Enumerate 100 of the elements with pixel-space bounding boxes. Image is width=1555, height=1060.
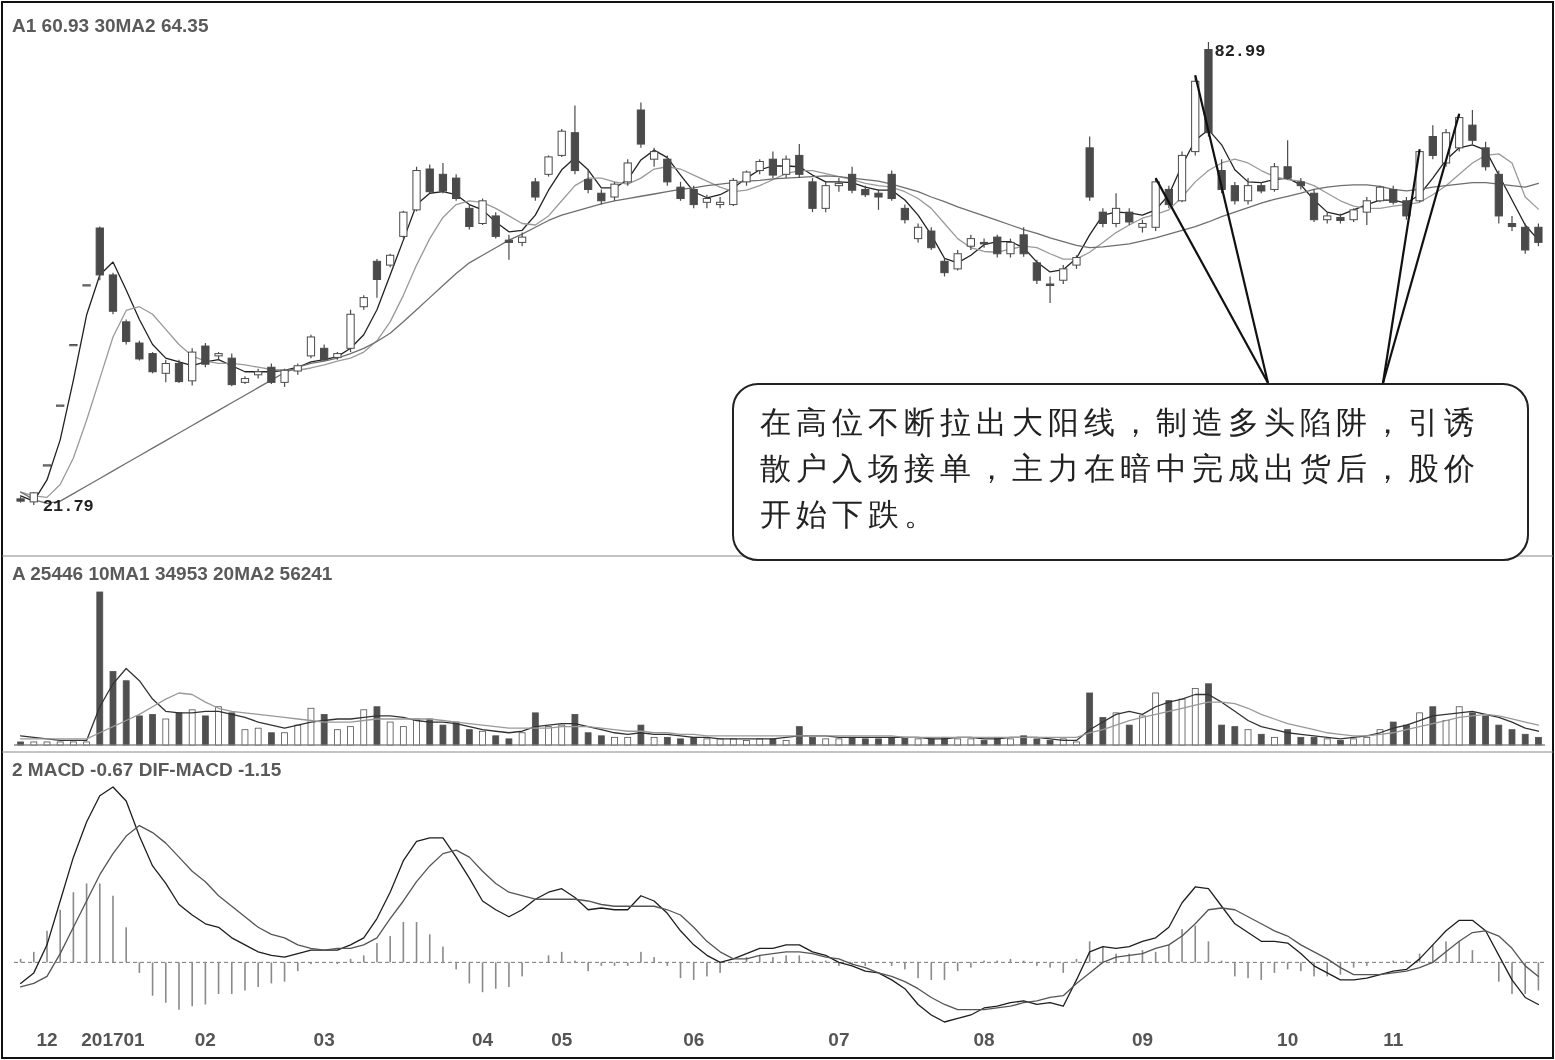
chart-title: A 25446 10MA1 34953 20MA2 56241 [12, 563, 333, 584]
bar [162, 718, 170, 746]
candlestick [452, 173, 461, 202]
bar [122, 680, 130, 746]
candlestick [663, 154, 672, 187]
bar [531, 712, 539, 746]
bar [677, 738, 684, 746]
bar [505, 738, 513, 746]
candlestick [1507, 215, 1517, 232]
candlestick [1006, 238, 1015, 259]
bar [136, 715, 143, 746]
bar [1125, 724, 1133, 746]
candlestick [768, 151, 778, 179]
bar [202, 715, 209, 746]
candlestick [913, 222, 923, 244]
candlestick [623, 158, 632, 187]
bar [835, 738, 843, 746]
candlestick [1402, 196, 1411, 221]
bar [175, 712, 183, 746]
x-tick-label: 09 [1131, 1029, 1154, 1050]
x-tick-label: 02 [194, 1029, 216, 1050]
bar [320, 714, 328, 746]
bar [1033, 738, 1041, 746]
bar [43, 741, 51, 746]
bar [571, 714, 579, 746]
bar [1469, 712, 1476, 746]
bar [584, 732, 592, 746]
candlestick [280, 368, 289, 388]
candlestick [715, 196, 725, 209]
bar [241, 729, 249, 746]
x-tick-label: 06 [683, 1029, 705, 1050]
candlestick [1468, 109, 1477, 145]
bar [479, 730, 486, 746]
bar [703, 738, 711, 746]
bar [1112, 712, 1120, 746]
candlestick [979, 238, 989, 249]
x-tick-label: 07 [828, 1029, 850, 1050]
bar [795, 726, 803, 746]
bar [268, 732, 275, 746]
x-tick-label: 10 [1277, 1029, 1299, 1050]
bar [1442, 720, 1450, 746]
bar [399, 726, 407, 746]
candlestick [122, 318, 131, 346]
candlestick [584, 168, 593, 194]
candlestick [1481, 141, 1490, 172]
candlestick [1534, 222, 1543, 247]
bar [228, 712, 236, 746]
annotation: 82.99 [1214, 42, 1266, 61]
candlestick [1283, 139, 1292, 181]
candlestick [1243, 177, 1253, 206]
bar [914, 738, 922, 746]
bar [967, 738, 975, 746]
bar [518, 732, 526, 746]
candlestick [927, 226, 936, 251]
bar [109, 671, 117, 746]
bar [875, 738, 882, 746]
candlestick [1270, 162, 1279, 193]
bar [465, 729, 473, 746]
bar [861, 738, 869, 746]
bar [1165, 700, 1173, 746]
candlestick [821, 181, 830, 213]
candlestick [544, 154, 553, 178]
candlestick [649, 147, 659, 168]
candlestick [1098, 207, 1107, 228]
bar [1429, 706, 1437, 746]
bar [307, 707, 315, 746]
candlestick [1032, 259, 1041, 285]
candlestick [1045, 275, 1055, 304]
bar [149, 714, 156, 746]
bar [650, 736, 658, 746]
bar [1350, 738, 1357, 746]
bar [1178, 698, 1186, 746]
x-tick-label: 03 [313, 1029, 335, 1050]
candlestick [161, 359, 170, 383]
candlestick [900, 203, 910, 225]
candlestick [676, 181, 685, 202]
chart-title: A1 60.93 30MA2 64.35 [12, 15, 209, 36]
candlestick [267, 362, 276, 385]
x-tick-label: 11 [1383, 1029, 1404, 1050]
candlestick [148, 351, 157, 374]
bar [1455, 706, 1463, 746]
bar [215, 706, 222, 746]
bar [386, 721, 394, 746]
bar [558, 724, 566, 746]
x-tick-label: 05 [551, 1029, 573, 1050]
bar [822, 738, 830, 746]
candlestick [438, 162, 448, 194]
candlestick [1111, 192, 1121, 228]
bar [1508, 729, 1516, 746]
bar [294, 724, 302, 746]
bar [188, 709, 196, 746]
bar [1495, 724, 1503, 746]
bar [1086, 692, 1094, 746]
candlestick [372, 258, 382, 299]
candlestick [504, 234, 514, 261]
bar [1482, 715, 1489, 746]
candlestick [425, 163, 434, 194]
candlestick [1019, 226, 1028, 258]
bar [1310, 736, 1318, 746]
bar [254, 727, 262, 746]
